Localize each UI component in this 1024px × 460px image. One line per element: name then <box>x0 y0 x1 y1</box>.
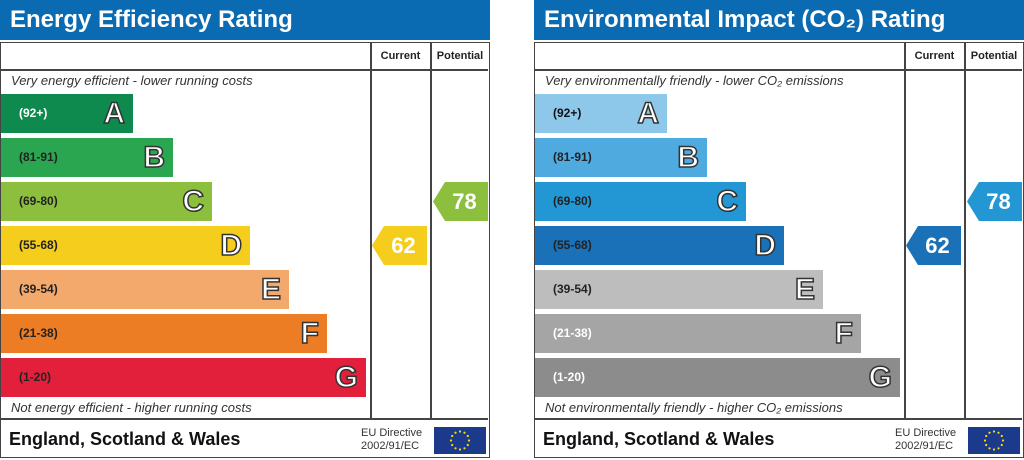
current-rating-arrow: 62 <box>372 226 427 265</box>
band-a-bar: (92+) A <box>1 94 133 133</box>
band-range: (1-20) <box>19 370 52 384</box>
band-range: (69-80) <box>19 194 58 208</box>
band-letter: E <box>794 272 816 307</box>
band-f-bar: (21-38) F <box>535 314 861 353</box>
potential-rating-arrow: 78 <box>967 182 1022 221</box>
band-letter: F <box>834 316 854 351</box>
band-range: (1-20) <box>553 370 586 384</box>
band-d-bar: (55-68) D <box>1 226 250 265</box>
band-range: (92+) <box>19 106 48 120</box>
energy-panel: Energy Efficiency Rating Current Potenti… <box>0 0 490 460</box>
divider <box>1 418 488 420</box>
bottom-note: Not environmentally friendly - higher CO… <box>545 400 843 415</box>
divider <box>370 43 372 419</box>
band-range: (21-38) <box>19 326 58 340</box>
rating-table: Current Potential Very environmentally f… <box>534 42 1024 458</box>
top-note: Very environmentally friendly - lower CO… <box>545 73 844 88</box>
top-note: Very energy efficient - lower running co… <box>11 73 253 88</box>
band-a-bar: (92+) A <box>535 94 667 133</box>
band-g-bar: (1-20) G <box>1 358 366 397</box>
band-g-bar: (1-20) G <box>535 358 900 397</box>
eu-flag-icon <box>968 427 1020 454</box>
divider <box>430 43 432 419</box>
region-label: England, Scotland & Wales <box>9 429 241 449</box>
band-letter: E <box>260 272 282 307</box>
environmental-panel: Environmental Impact (CO₂) Rating Curren… <box>534 0 1024 460</box>
eu-directive-line2: 2002/91/EC <box>361 440 420 452</box>
band-letter: C <box>716 184 739 219</box>
band-letter: G <box>334 360 359 395</box>
band-range: (69-80) <box>553 194 592 208</box>
band-f-bar: (21-38) F <box>1 314 327 353</box>
band-d-bar: (55-68) D <box>535 226 784 265</box>
divider <box>535 69 1022 71</box>
potential-header: Potential <box>436 50 484 62</box>
band-letter: B <box>677 140 700 175</box>
band-e-bar: (39-54) E <box>1 270 289 309</box>
band-range: (55-68) <box>19 238 58 252</box>
band-range: (92+) <box>553 106 582 120</box>
band-c-bar: (69-80) C <box>1 182 212 221</box>
band-c-bar: (69-80) C <box>535 182 746 221</box>
panel-title: Environmental Impact (CO₂) Rating <box>534 0 1024 40</box>
potential-header: Potential <box>970 50 1018 62</box>
band-e-bar: (39-54) E <box>535 270 823 309</box>
divider <box>904 43 906 419</box>
current-header: Current <box>380 50 421 62</box>
band-letter: A <box>103 96 126 131</box>
current-header: Current <box>914 50 955 62</box>
eu-directive-line1: EU Directive <box>361 427 423 439</box>
band-letter: B <box>143 140 166 175</box>
eu-directive: EU Directive 2002/91/EC <box>895 427 956 453</box>
band-letter: D <box>754 228 777 263</box>
current-rating-arrow: 62 <box>906 226 961 265</box>
band-b-bar: (81-91) B <box>1 138 173 177</box>
region-label: England, Scotland & Wales <box>543 429 775 449</box>
band-letter: A <box>637 96 660 131</box>
band-range: (39-54) <box>553 282 592 296</box>
divider <box>1 69 488 71</box>
panel-title: Energy Efficiency Rating <box>0 0 490 40</box>
band-range: (21-38) <box>553 326 592 340</box>
bottom-note: Not energy efficient - higher running co… <box>11 400 252 415</box>
divider <box>535 418 1022 420</box>
eu-directive: EU Directive 2002/91/EC <box>361 427 422 453</box>
band-range: (81-91) <box>19 150 58 164</box>
band-letter: F <box>300 316 320 351</box>
eu-directive-line1: EU Directive <box>895 427 957 439</box>
band-range: (55-68) <box>553 238 592 252</box>
rating-table: Current Potential Very energy efficient … <box>0 42 490 458</box>
band-range: (81-91) <box>553 150 592 164</box>
band-letter: G <box>868 360 893 395</box>
band-b-bar: (81-91) B <box>535 138 707 177</box>
divider <box>964 43 966 419</box>
eu-directive-line2: 2002/91/EC <box>895 440 954 452</box>
band-letter: C <box>182 184 205 219</box>
band-range: (39-54) <box>19 282 58 296</box>
potential-rating-arrow: 78 <box>433 182 488 221</box>
band-letter: D <box>220 228 243 263</box>
eu-flag-icon <box>434 427 486 454</box>
